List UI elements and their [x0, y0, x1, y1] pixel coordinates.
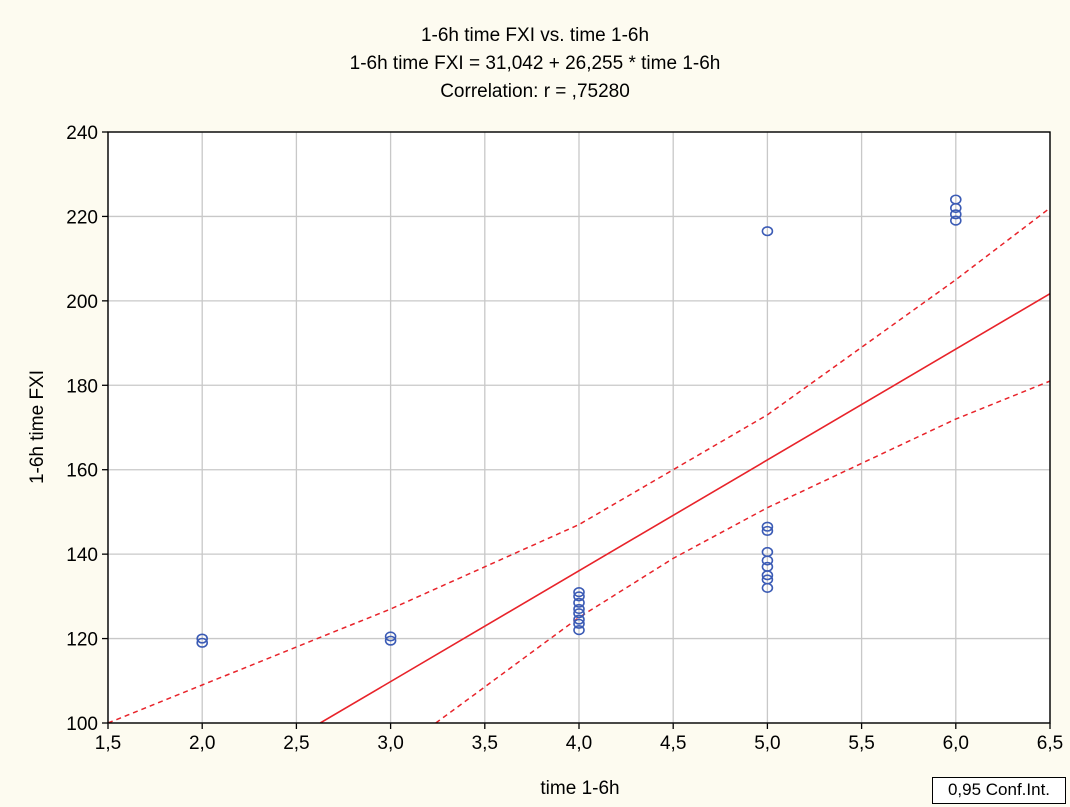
data-point — [573, 597, 585, 608]
y-tick-label: 180 — [66, 376, 98, 397]
x-tick-label: 6,5 — [1037, 733, 1063, 754]
y-axis-label: 1-6h time FXI — [27, 369, 48, 485]
x-tick-label: 5,5 — [848, 733, 874, 754]
data-point — [761, 570, 774, 581]
x-tick-label: 4,5 — [660, 733, 686, 754]
chart-correlation: Correlation: r = ,75280 — [440, 81, 630, 102]
y-tick-label: 200 — [66, 292, 98, 313]
data-point — [949, 215, 962, 226]
regression-line — [319, 292, 1050, 723]
data-point — [573, 587, 585, 598]
x-tick-label: 3,0 — [377, 733, 403, 754]
confidence-band-upper — [108, 207, 1050, 723]
x-axis-label: time 1-6h — [540, 778, 620, 799]
chart-titles: 1-6h time FXI vs. time 1-6h 1-6h time FX… — [0, 22, 1070, 106]
x-tick-label: 2,0 — [189, 733, 215, 754]
y-tick-label: 140 — [66, 545, 98, 566]
data-point — [573, 603, 585, 615]
x-tick-label: 4,0 — [566, 733, 592, 754]
data-point — [196, 633, 208, 644]
y-tick-label: 240 — [66, 123, 98, 144]
data-point — [761, 226, 774, 237]
data-point — [573, 625, 585, 636]
chart-title: 1-6h time FXI vs. time 1-6h — [420, 25, 650, 46]
data-point — [384, 631, 397, 642]
data-point — [573, 618, 585, 629]
data-point — [196, 637, 208, 648]
data-point — [573, 591, 585, 602]
x-tick-label: 2,5 — [283, 733, 309, 754]
data-point — [761, 582, 774, 594]
confidence-band-lower — [435, 380, 1050, 723]
data-point — [384, 635, 397, 646]
legend-conf-int: 0,95 Conf.Int. — [932, 777, 1066, 804]
y-tick-label: 220 — [66, 207, 98, 228]
x-tick-label: 1,5 — [95, 733, 121, 754]
data-point — [761, 521, 774, 532]
y-tick-label: 120 — [66, 630, 98, 651]
x-tick-label: 3,5 — [472, 733, 498, 754]
plot-frame — [107, 131, 1051, 724]
y-tick-label: 160 — [66, 461, 98, 482]
data-point — [761, 525, 774, 537]
data-point — [573, 608, 585, 619]
data-point — [573, 614, 585, 625]
data-point — [949, 202, 962, 214]
data-point — [949, 209, 962, 220]
y-tick-label: 100 — [66, 714, 98, 735]
x-tick-label: 6,0 — [943, 733, 969, 754]
x-tick-label: 5,0 — [754, 733, 780, 754]
data-point — [761, 555, 774, 566]
chart-equation: 1-6h time FXI = 31,042 + 26,255 * time 1… — [349, 53, 721, 74]
